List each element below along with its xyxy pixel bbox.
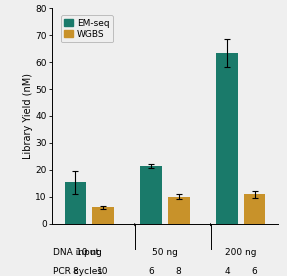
Y-axis label: Library Yield (nM): Library Yield (nM) [22,73,32,159]
Bar [216,53,238,224]
Bar [168,197,190,224]
Bar [140,166,162,224]
Text: 10: 10 [97,267,109,276]
Text: 8: 8 [73,267,78,276]
Text: 4: 4 [224,267,230,276]
Text: 50 ng: 50 ng [152,248,178,257]
Text: 6: 6 [148,267,154,276]
Bar [92,208,114,224]
Bar [65,182,86,224]
Text: 10 ng: 10 ng [76,248,102,257]
Text: DNA input: DNA input [53,248,99,257]
Text: PCR cycles: PCR cycles [53,267,102,276]
Text: 6: 6 [252,267,257,276]
Legend: EM-seq, WGBS: EM-seq, WGBS [61,15,113,43]
Text: 200 ng: 200 ng [225,248,257,257]
Bar [244,195,265,224]
Text: 8: 8 [176,267,182,276]
